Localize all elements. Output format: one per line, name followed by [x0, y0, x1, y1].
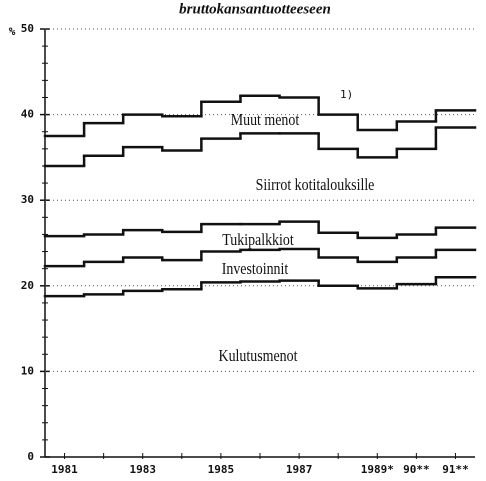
x-tick-label: 1989* — [361, 463, 394, 476]
y-tick-label: 30 — [21, 193, 34, 206]
x-tick-label: 91** — [442, 463, 469, 476]
series-label: Tukipalkkiot — [222, 231, 294, 250]
chart-title: bruttokansantuotteeseen — [179, 1, 331, 17]
y-axis-label: % — [9, 25, 16, 38]
annotation: 1) — [340, 88, 353, 101]
y-tick-label: 40 — [21, 108, 34, 121]
series-label: Muut menot — [231, 111, 300, 130]
x-tick-label: 1983 — [129, 463, 156, 476]
series-label: Kulutusmenot — [219, 347, 299, 366]
x-tick-label: 90** — [403, 463, 430, 476]
x-tick-label: 1985 — [208, 463, 235, 476]
x-tick-label: 1987 — [286, 463, 313, 476]
y-tick-label: 20 — [21, 279, 34, 292]
y-tick-label: 0 — [27, 450, 34, 463]
series-label: Investoinnit — [222, 260, 289, 279]
y-tick-label: 50 — [21, 22, 34, 35]
x-tick-label: 1981 — [51, 463, 78, 476]
y-tick-label: 10 — [21, 364, 34, 377]
series-label: Siirrot kotitalouksille — [256, 176, 375, 195]
